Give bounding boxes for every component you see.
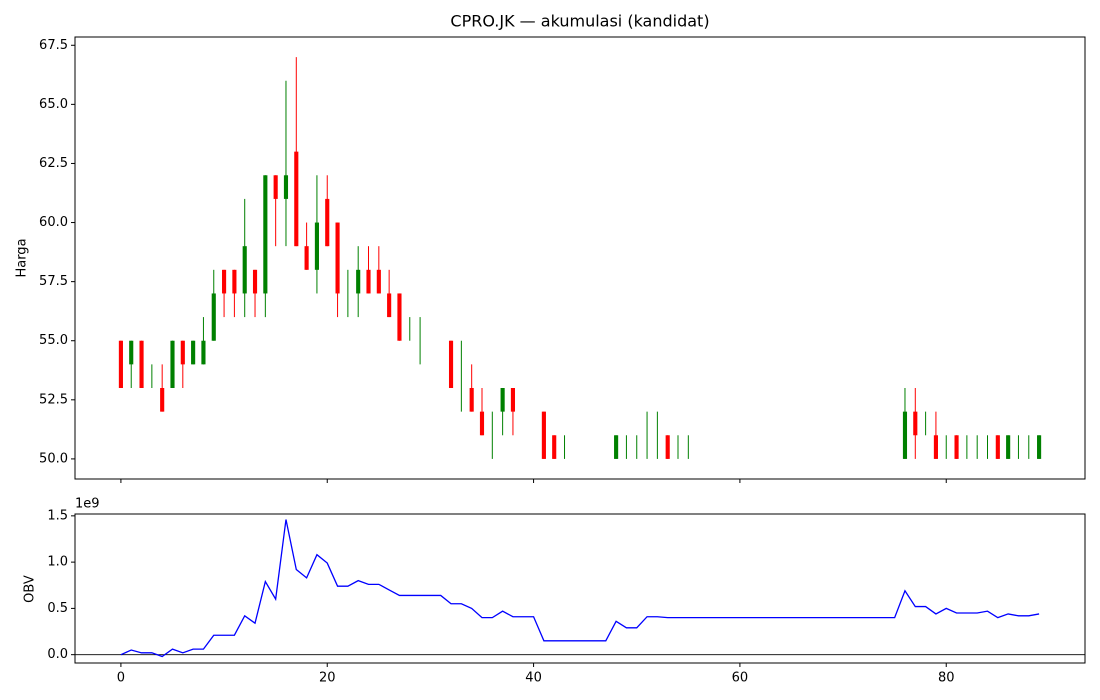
y-tick-label: 62.5 (39, 156, 68, 171)
x-tick-label: 0 (117, 671, 125, 686)
y-tick-label: 50.0 (39, 451, 68, 466)
candle-body (304, 246, 309, 270)
candle-body (552, 435, 557, 459)
candle-body (335, 222, 340, 294)
y-tick-label: 1.0 (47, 555, 68, 570)
offset-text: 1e9 (75, 497, 100, 512)
candle-body (211, 293, 216, 341)
candle-body (201, 340, 206, 365)
y-tick-label: 55.0 (39, 333, 68, 348)
candle-body (448, 340, 454, 388)
candle-body (1037, 435, 1042, 459)
candle-body (273, 175, 278, 199)
candle-body (242, 246, 247, 294)
candle-body (356, 269, 361, 294)
y-tick-label: 67.5 (39, 38, 68, 53)
axes-frame (74, 36, 1086, 480)
candle-body (954, 435, 959, 459)
candle-body (500, 388, 505, 412)
candle-body (387, 293, 392, 318)
x-tick-label: 60 (732, 671, 749, 686)
candle-body (139, 340, 144, 388)
y-tick-label: 0.0 (47, 647, 68, 662)
candle-body (283, 175, 289, 199)
y-tick-label: 1.5 (47, 508, 68, 523)
candle-body (913, 411, 918, 436)
candle-body (614, 435, 619, 459)
obv-line (120, 519, 1040, 658)
candle-body (325, 198, 330, 247)
candle-body (232, 269, 237, 294)
candle-body (118, 340, 123, 388)
candle-body (314, 222, 319, 270)
candle-body (479, 411, 485, 436)
y-axis-label: OBV (23, 575, 38, 603)
candle-body (376, 269, 381, 294)
candle-body (191, 340, 196, 365)
candle-body (252, 269, 258, 294)
x-tick-label: 40 (525, 671, 542, 686)
x-tick-label: 20 (319, 671, 336, 686)
candle-body (129, 340, 134, 365)
y-tick-label: 0.5 (47, 601, 68, 616)
axes-frame (74, 513, 1086, 664)
candle-body (510, 388, 516, 412)
y-tick-label: 65.0 (39, 97, 68, 112)
candle-body (170, 340, 175, 388)
y-axis-label: Harga (15, 238, 30, 277)
candle-body (541, 411, 546, 459)
candle-body (665, 435, 670, 459)
candle-body (366, 269, 371, 294)
candle-body (160, 388, 165, 412)
y-tick-label: 57.5 (39, 274, 68, 289)
x-tick-label: 80 (938, 671, 955, 686)
candle-body (469, 388, 474, 412)
candle-body (902, 411, 908, 459)
candle-body (180, 340, 185, 365)
candle-body (294, 151, 299, 247)
chart-title: CPRO.JK — akumulasi (kandidat) (450, 12, 709, 31)
y-tick-label: 52.5 (39, 392, 68, 407)
candle-body (222, 269, 227, 294)
candle-body (263, 175, 268, 294)
candle-body (397, 293, 402, 341)
candle-body (1006, 435, 1011, 459)
candle-body (995, 435, 1000, 459)
candle-body (933, 435, 938, 459)
y-tick-label: 60.0 (39, 215, 68, 230)
